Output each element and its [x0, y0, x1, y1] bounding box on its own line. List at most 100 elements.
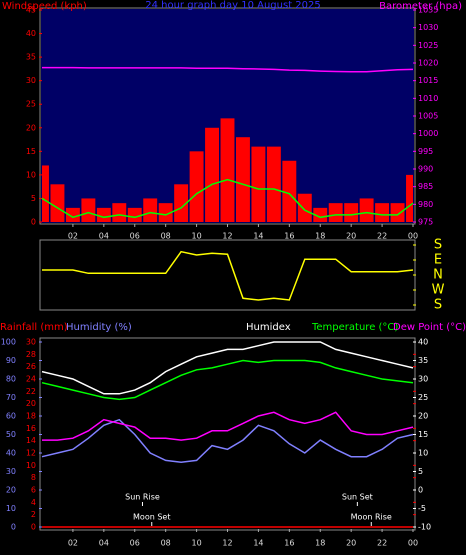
y3-tick-label: 24 [26, 375, 36, 384]
x-tick-label: 12 [222, 539, 232, 548]
series-line [41, 178, 414, 219]
y3-tick-label: 10 [26, 461, 36, 470]
bar [328, 203, 343, 222]
bar [390, 203, 405, 222]
y3-tick-label: 18 [26, 412, 36, 421]
y3-tick-label: 14 [26, 436, 36, 445]
x-tick-label: 16 [284, 539, 294, 548]
y2-tick-label: 10 [418, 449, 428, 458]
bar [174, 184, 189, 222]
annotation: Sun Set [342, 493, 373, 502]
x-tick-label: 04 [99, 539, 109, 548]
y3-tick-label: 16 [26, 424, 36, 433]
y2-tick-label: 1005 [418, 112, 438, 121]
x-tick-label: 10 [191, 539, 201, 548]
y2-tick-label: 5 [418, 467, 423, 476]
y2-tick-label: 1000 [418, 129, 438, 138]
legend-entry: Rainfall (mm) [0, 322, 68, 333]
y2-tick-label: 1030 [418, 23, 438, 32]
bar [158, 203, 173, 222]
x-tick-label: 08 [161, 539, 171, 548]
bar [189, 151, 204, 222]
y3-tick-label: 4 [31, 498, 36, 507]
bar [297, 193, 312, 222]
x-tick-label: 08 [161, 232, 171, 241]
x-tick-label: 02 [68, 539, 78, 548]
bar [266, 146, 281, 222]
x-tick-label: 06 [130, 232, 140, 241]
bar [344, 203, 359, 222]
y2-tick-label: -5 [418, 504, 426, 513]
legend-entry: Humidity (%) [66, 322, 132, 333]
x-tick-label: 16 [284, 232, 294, 241]
y2-tick-label: 0 [418, 486, 423, 495]
y-tick-label: 30 [26, 76, 36, 85]
y3-tick-label: 6 [31, 486, 36, 495]
y2-tick-label: 985 [418, 182, 433, 191]
y3-tick-label: 28 [26, 350, 36, 359]
y-tick-label: W [432, 283, 445, 298]
bar [65, 207, 80, 222]
annotation: Moon Set [133, 513, 170, 522]
series-line [42, 411, 414, 441]
x-tick-label: 14 [253, 232, 263, 241]
y2-tick-label: 15 [418, 430, 428, 439]
direction-frame [39, 239, 416, 311]
series-line [42, 66, 414, 73]
legend-entry: Temperature (°C) [311, 322, 398, 333]
y-tick-label: 0 [11, 523, 16, 532]
annotation: Moon Rise [351, 513, 392, 522]
bar [50, 184, 65, 222]
y-tick-label: 70 [6, 393, 16, 402]
y3-tick-label: 2 [31, 510, 36, 519]
annotation: Sun Rise [125, 493, 160, 502]
x-tick-label: 18 [315, 232, 325, 241]
y3-tick-label: 8 [31, 473, 36, 482]
y3-tick-label: 30 [26, 338, 36, 347]
x-tick-label: 00 [408, 232, 418, 241]
y-tick-label: 10 [26, 170, 36, 179]
y2-tick-label: 1035 [418, 6, 438, 15]
y-tick-label: 90 [6, 356, 16, 365]
y2-tick-label: 35 [418, 356, 428, 365]
x-tick-label: 06 [130, 539, 140, 548]
x-tick-label: 04 [99, 232, 109, 241]
y2-tick-label: 995 [418, 147, 433, 156]
x-tick-label: 02 [68, 232, 78, 241]
y2-tick-label: 1025 [418, 41, 438, 50]
bar [81, 198, 96, 222]
y-tick-label: 10 [6, 504, 16, 513]
y-tick-label: S [434, 238, 442, 253]
y-tick-label: 80 [6, 375, 16, 384]
bar [96, 207, 111, 222]
y-tick-label: 15 [26, 147, 36, 156]
series-line [41, 341, 414, 395]
y-tick-label: 35 [26, 53, 36, 62]
legend-entry: Windspeed (kph) [2, 1, 87, 12]
x-tick-label: 12 [222, 232, 232, 241]
y2-tick-label: 990 [418, 165, 433, 174]
y-tick-label: 50 [6, 430, 16, 439]
x-tick-label: 18 [315, 539, 325, 548]
bar [127, 207, 142, 222]
y-tick-label: S [434, 298, 442, 313]
bar [406, 174, 413, 222]
series-line [42, 250, 414, 301]
x-tick-label: 22 [377, 539, 387, 548]
y-tick-label: 0 [31, 218, 36, 227]
bar [42, 165, 49, 222]
y2-tick-label: 1010 [418, 94, 438, 103]
y2-tick-label: -10 [418, 523, 431, 532]
y2-tick-label: 20 [418, 412, 428, 421]
y-tick-label: 40 [26, 29, 36, 38]
series-line [41, 359, 414, 401]
y3-tick-label: 0 [31, 523, 36, 532]
bar [236, 137, 250, 222]
y2-tick-label: 1015 [418, 76, 438, 85]
bar [282, 160, 297, 222]
y3-tick-label: 20 [26, 399, 36, 408]
bar [359, 198, 374, 222]
chart-title: 24 hour graph day 10 August 2025 [145, 0, 321, 11]
